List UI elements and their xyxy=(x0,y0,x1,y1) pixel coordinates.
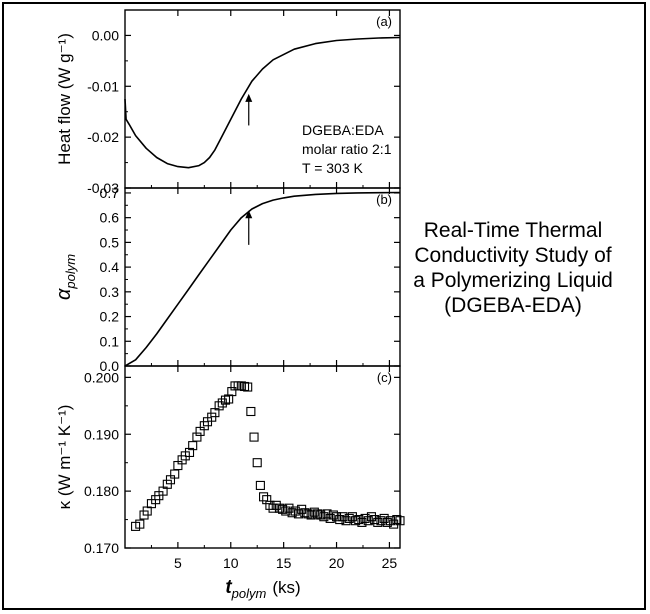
y-axis-label: Heat flow (W g⁻¹) xyxy=(55,33,74,165)
side-title-line-3: a Polymerizing Liquid xyxy=(413,269,613,292)
data-point xyxy=(224,394,234,404)
y-tick-label: 0.0 xyxy=(100,358,120,374)
plot-frame xyxy=(124,365,401,549)
x-axis-label-unit: (ks) xyxy=(272,578,300,597)
data-point xyxy=(300,508,310,518)
data-point xyxy=(236,381,246,391)
y-tick-label: 0.00 xyxy=(92,27,119,43)
data-point xyxy=(268,503,278,513)
x-tick-label: 5 xyxy=(174,555,182,571)
y-tick-label: 0.5 xyxy=(100,234,120,250)
data-point xyxy=(281,506,291,516)
data-point xyxy=(344,513,354,523)
data-point xyxy=(252,458,262,468)
data-point xyxy=(351,516,361,526)
data-point xyxy=(370,515,380,525)
series-line xyxy=(124,36,401,169)
y-tick-label: 0.1 xyxy=(100,333,120,349)
data-point xyxy=(335,515,345,525)
data-point xyxy=(316,510,326,520)
data-point xyxy=(262,495,272,505)
side-title-line-1: Real-Time Thermal xyxy=(423,219,603,242)
panel-b-conversion: 0.0 0.1 0.2 0.3 0.4 0.5 0.6 0.7 (b) αpolym xyxy=(53,185,401,374)
x-axis-label: tpolym (ks) xyxy=(225,577,300,601)
panel-c-thermal-conductivity: 0.200 0.190 0.180 0.170 (c) κ (W m⁻¹ K⁻¹) 5 10 1… xyxy=(55,365,405,601)
y-tick-label: 0.3 xyxy=(100,284,120,300)
y-tick-label: 0.4 xyxy=(100,259,120,275)
data-point xyxy=(306,510,316,520)
side-title-line-4: (DGEBA-EDA) xyxy=(444,294,582,317)
y-axis-label: κ (W m⁻¹ K⁻¹) xyxy=(55,405,74,510)
y-tick-label: 0.6 xyxy=(100,210,120,226)
y-axis-label-subscript: polym xyxy=(63,254,78,290)
data-point xyxy=(265,500,275,510)
data-point xyxy=(274,503,284,513)
data-point xyxy=(392,515,402,525)
panel-label: (b) xyxy=(376,192,392,207)
data-point xyxy=(239,381,250,392)
data-point xyxy=(319,512,329,522)
y-axis-label: αpolym xyxy=(53,254,78,300)
arrow-head xyxy=(245,210,253,219)
plot-frame xyxy=(124,187,401,367)
data-point xyxy=(303,509,313,519)
data-point xyxy=(395,516,405,526)
data-point xyxy=(135,519,145,529)
data-point xyxy=(214,401,224,411)
y-tick-label: 0.180 xyxy=(84,483,119,499)
legend-text: DGEBA:EDA xyxy=(302,122,384,138)
data-point xyxy=(354,515,364,525)
data-point xyxy=(287,508,297,518)
y-tick-label: 0.190 xyxy=(84,426,119,442)
y-tick-label: 0.2 xyxy=(100,309,120,325)
data-point xyxy=(360,513,370,523)
panel-a-heat-flow: 0.00 -0.01 -0.02 -0.03 (a) DGEBA:EDA molar rat… xyxy=(55,9,401,196)
x-tick-label: 25 xyxy=(382,555,398,571)
data-point xyxy=(184,447,195,458)
x-tick-label: 15 xyxy=(276,555,292,571)
panel-label: (a) xyxy=(376,14,392,29)
data-point xyxy=(385,516,396,526)
data-point xyxy=(227,387,237,397)
y-tick-label: -0.01 xyxy=(87,78,119,94)
y-tick-label: -0.03 xyxy=(87,180,119,196)
data-point xyxy=(255,480,265,490)
x-axis-label-subscript: polym xyxy=(231,586,267,601)
data-point xyxy=(382,517,392,527)
legend-text: molar ratio 2:1 xyxy=(302,141,392,157)
data-point xyxy=(246,406,256,417)
y-tick-label: 0.7 xyxy=(100,185,120,201)
y-tick-label: 0.170 xyxy=(84,540,119,556)
y-tick-label: -0.02 xyxy=(87,129,119,145)
x-tick-label: 10 xyxy=(223,555,239,571)
data-point xyxy=(243,382,253,392)
data-point xyxy=(249,432,259,442)
side-title: Real-Time Thermal Conductivity Study of … xyxy=(408,218,618,318)
data-point xyxy=(331,512,342,522)
data-point xyxy=(278,504,288,514)
series-line xyxy=(124,191,401,367)
data-point xyxy=(309,507,319,517)
x-axis-label-symbol: t xyxy=(225,577,232,598)
data-point xyxy=(220,395,231,405)
legend-text: T = 303 K xyxy=(302,160,364,176)
data-point xyxy=(290,506,300,516)
data-point xyxy=(312,509,323,519)
panel-label: (c) xyxy=(377,370,392,385)
data-point xyxy=(325,513,335,523)
y-tick-label: 0.200 xyxy=(84,369,119,385)
side-title-line-2: Conductivity Study of xyxy=(414,244,612,267)
arrow-head xyxy=(245,93,253,102)
data-point xyxy=(376,516,386,526)
x-tick-label: 20 xyxy=(329,555,345,571)
data-point xyxy=(366,512,376,522)
data-point xyxy=(259,492,269,502)
data-point xyxy=(192,432,202,442)
